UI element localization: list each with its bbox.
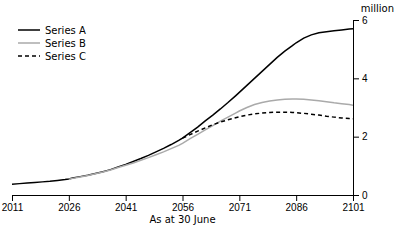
y-tick-label: 2 — [362, 131, 368, 142]
plot: 2011 2026 2041 2056 2071 2086 21010 2 4 6 Series A… — [2, 15, 368, 213]
legend-swatch — [18, 29, 40, 31]
x-tick: 2026 — [58, 195, 81, 213]
y-tick-label: 0 — [362, 190, 368, 201]
x-tick: 2011 — [2, 195, 24, 213]
y-axis: 0 2 4 6 — [353, 15, 368, 201]
legend-item: Series A — [18, 25, 86, 36]
x-tick-label: 2056 — [172, 202, 195, 213]
y-tick-mark — [353, 195, 359, 196]
chart: 2011 2026 2041 2056 2071 2086 21010 2 4 6 Series A… — [0, 0, 397, 227]
legend-item: Series C — [18, 51, 86, 62]
legend-item: Series B — [18, 38, 86, 49]
x-tick-label: 2086 — [286, 202, 309, 213]
y-tick: 4 — [353, 73, 368, 84]
x-tick-label: 2071 — [229, 202, 252, 213]
x-tick-mark — [296, 195, 297, 201]
x-tick: 2071 — [229, 195, 252, 213]
x-tick-label: 2101 — [342, 202, 365, 213]
x-tick-mark — [69, 195, 70, 201]
x-tick-label: 2011 — [2, 202, 24, 213]
y-tick-label: 6 — [362, 15, 368, 26]
y-tick-label: 4 — [362, 73, 368, 84]
y-tick-mark — [353, 137, 359, 138]
x-tick: 2041 — [115, 195, 138, 213]
x-axis-line — [13, 196, 354, 202]
y-tick: 0 — [353, 190, 368, 201]
series-line — [183, 112, 354, 138]
legend-label: Series C — [45, 51, 86, 62]
x-axis: 2011 2026 2041 2056 2071 2086 2101 — [2, 195, 365, 213]
x-tick-mark — [183, 195, 184, 201]
legend-label: Series A — [45, 25, 86, 36]
series-line — [12, 29, 353, 184]
x-tick: 2086 — [286, 195, 309, 213]
legend: Series A Series B Series C — [18, 25, 86, 62]
series-line — [69, 99, 353, 179]
x-tick: 2056 — [172, 195, 195, 213]
legend-swatch — [18, 55, 40, 57]
y-tick: 6 — [353, 15, 368, 26]
x-axis-title: As at 30 June — [149, 214, 215, 225]
legend-label: Series B — [45, 38, 86, 49]
x-tick-label: 2041 — [115, 202, 138, 213]
x-tick-mark — [12, 195, 13, 201]
x-tick-label: 2026 — [58, 202, 81, 213]
y-axis-line — [354, 21, 360, 196]
lines — [12, 29, 353, 184]
x-tick-mark — [126, 195, 127, 201]
y-tick-mark — [353, 78, 359, 79]
y-tick: 2 — [353, 131, 368, 142]
x-tick-mark — [239, 195, 240, 201]
legend-swatch — [18, 42, 40, 44]
y-axis-title: million — [361, 3, 394, 14]
y-tick-mark — [353, 20, 359, 21]
